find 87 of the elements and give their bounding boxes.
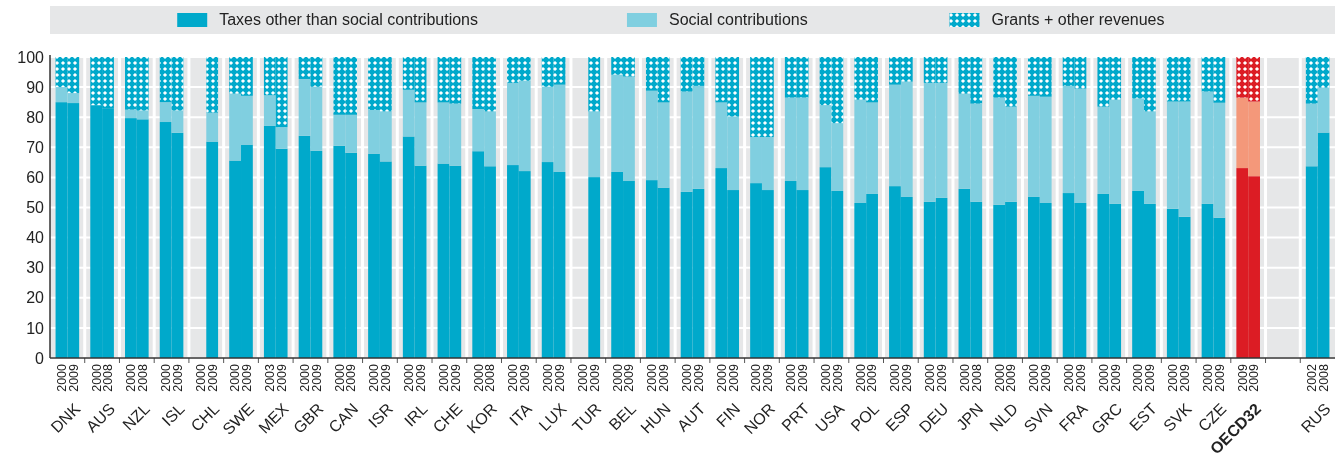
text: CHL	[187, 399, 223, 435]
x-tick-label: 2009	[657, 363, 672, 392]
text: BEL	[605, 399, 640, 434]
text: ISL	[158, 399, 188, 430]
x-tick-label: 2008	[136, 363, 151, 392]
text: NZL	[119, 399, 153, 434]
legend-label: Grants + other revenues	[991, 11, 1165, 28]
x-tick-label: 2009	[1143, 363, 1158, 392]
x-tick-label: 2000	[471, 363, 486, 392]
x-tick-label: 2000	[1096, 363, 1111, 392]
x-tick-label: 2009	[448, 363, 463, 392]
x-tick-label: 2000	[1062, 363, 1076, 392]
y-tick-label: 30	[26, 259, 45, 277]
legend-label: Taxes other than social contributions	[219, 11, 479, 28]
x-tick-label: 2009	[518, 363, 533, 392]
x-tick-label: 2000	[1200, 363, 1215, 392]
y-tick-label: 40	[26, 229, 45, 247]
x-tick-label: 2000	[367, 363, 382, 392]
x-tick-label: 2000	[818, 363, 833, 392]
x-tick-label: 2009	[830, 363, 845, 392]
x-tick-label: 2009	[900, 363, 915, 392]
x-tick-label: 2000	[888, 363, 903, 392]
y-tick-label: 10	[26, 319, 45, 337]
x-tick-label: 2009	[240, 363, 255, 392]
x-tick-label: 2009	[726, 363, 741, 392]
x-tick-label: 2008	[483, 363, 498, 392]
x-tick-label: 2000	[193, 363, 208, 392]
text: TUR	[569, 400, 605, 436]
text: POL	[847, 399, 883, 435]
x-tick-label: 2000	[992, 363, 1007, 392]
x-tick-label: 2000	[436, 363, 451, 392]
x-tick-label: 2009	[275, 363, 290, 392]
x-tick-label: 2009	[344, 363, 359, 392]
x-tick-label: 2000	[645, 363, 660, 392]
y-tick-label: 50	[26, 199, 45, 217]
x-tick-label: 2009	[1247, 363, 1262, 392]
x-tick-label: 2009	[691, 363, 706, 392]
y-tick-label: 70	[26, 138, 45, 156]
x-tick-label: 2009	[66, 363, 81, 392]
x-tick-label: 2000	[679, 363, 694, 392]
x-tick-label: 2000	[1166, 363, 1181, 392]
text: USA	[812, 399, 848, 436]
y-tick-label: 20	[26, 289, 45, 307]
legend-label: Social contributions	[668, 11, 808, 28]
x-tick-label: 2000	[54, 363, 69, 392]
x-tick-label: 2009	[1108, 363, 1123, 392]
x-tick-label: 2000	[228, 363, 243, 392]
text: JPN	[952, 400, 987, 434]
x-tick-label: 2000	[1027, 363, 1042, 392]
x-tick-label: 2009	[205, 363, 220, 392]
x-tick-label: 2000	[749, 363, 764, 392]
text: ITA	[506, 399, 536, 429]
x-tick-label: 2000	[610, 363, 625, 392]
x-tick-label: 2000	[506, 363, 521, 392]
x-tick-label: 2000	[332, 363, 347, 392]
x-tick-label: 2009	[309, 363, 324, 392]
x-tick-label: 2009	[379, 363, 394, 392]
x-tick-label: 2009	[865, 363, 880, 392]
text: FRA	[1055, 399, 1091, 435]
y-tick-label: 0	[35, 349, 45, 367]
x-tick-label: 2009	[622, 363, 637, 392]
x-tick-label: 2000	[1131, 363, 1146, 392]
x-tick-label: 2000	[297, 363, 312, 392]
x-tick-label: 2003	[263, 363, 278, 392]
text: FIN	[713, 400, 744, 431]
x-tick-label: 2000	[124, 363, 139, 392]
x-tick-label: 2000	[714, 363, 729, 392]
x-tick-label: 2008	[101, 363, 116, 392]
x-tick-label: 2000	[957, 363, 972, 392]
x-tick-label: 2009	[1235, 363, 1250, 392]
x-tick-label: 2009	[1073, 363, 1088, 392]
y-tick-label: 100	[17, 48, 45, 66]
y-tick-label: 80	[26, 108, 45, 126]
x-tick-label: 2000	[89, 363, 104, 392]
x-tick-label: 2009	[761, 363, 776, 392]
x-tick-label: 2008	[969, 363, 984, 392]
x-tick-label: 2009	[1004, 363, 1019, 392]
x-tick-label: 2009	[1212, 363, 1227, 392]
x-tick-label: 2009	[1039, 363, 1054, 392]
x-tick-label: 2009	[1178, 363, 1192, 392]
x-tick-label: 2000	[575, 363, 590, 392]
y-tick-label: 60	[26, 169, 45, 186]
text: ISR	[365, 400, 396, 431]
text: IRL	[401, 399, 431, 430]
y-tick-label: 90	[26, 78, 45, 96]
x-tick-label: 2000	[853, 363, 868, 392]
x-tick-label: 2009	[587, 363, 602, 392]
